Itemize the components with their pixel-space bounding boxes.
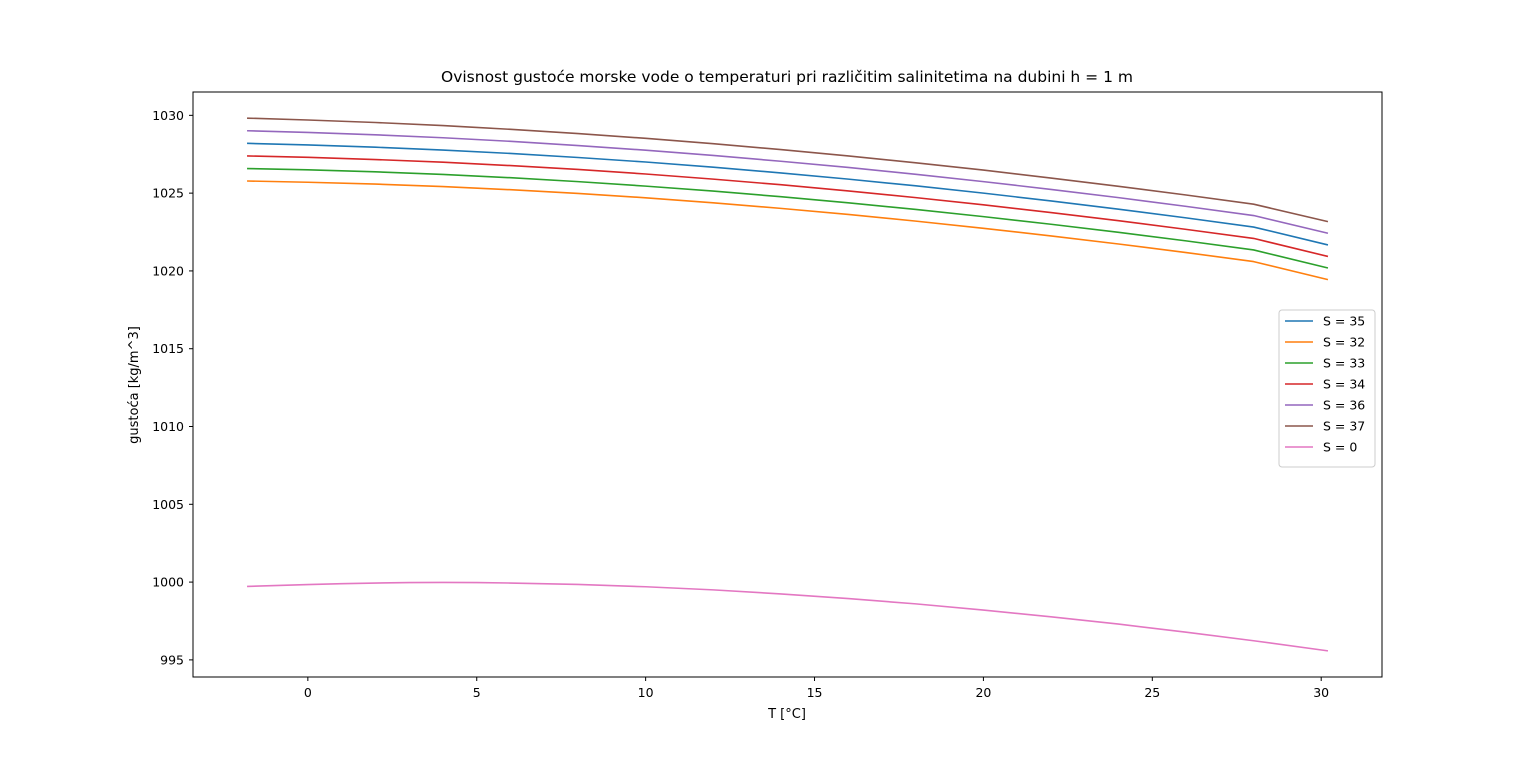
legend-entry: S = 33 <box>1323 356 1365 371</box>
series-lines <box>247 117 1329 652</box>
series-line <box>247 155 1329 258</box>
y-tick-label: 1010 <box>152 419 184 434</box>
y-axis-label: gustoća [kg/m^3] <box>127 326 142 444</box>
y-tick-label: 1005 <box>152 497 184 512</box>
x-tick-label: 30 <box>1313 685 1329 700</box>
legend: S = 35 S = 32 S = 33 S = 34 S = 36 S = 37 S = … <box>1278 309 1376 468</box>
chart-title: Ovisnost gustoće morske vode o temperatu… <box>441 68 1133 86</box>
x-axis: 0 5 10 15 20 25 30 <box>304 677 1329 700</box>
x-tick-label: 10 <box>638 685 654 700</box>
series-line <box>247 167 1329 269</box>
series-line <box>247 180 1329 281</box>
y-tick-label: 1000 <box>152 575 184 590</box>
x-tick-label: 15 <box>807 685 823 700</box>
y-tick-label: 1020 <box>152 263 184 278</box>
series-line <box>247 129 1329 235</box>
legend-box <box>1278 309 1376 468</box>
x-axis-label: T [°C] <box>767 707 806 722</box>
legend-entry: S = 35 <box>1323 314 1365 329</box>
legend-entry: S = 32 <box>1323 335 1365 350</box>
legend-entry: S = 36 <box>1323 398 1365 413</box>
y-axis: 995 1000 1005 1010 1015 1020 1025 1030 <box>152 108 193 667</box>
legend-entry: S = 37 <box>1323 419 1365 434</box>
y-tick-label: 995 <box>160 652 184 667</box>
y-tick-label: 1015 <box>152 341 184 356</box>
x-tick-label: 20 <box>975 685 991 700</box>
legend-entry: S = 34 <box>1323 377 1365 392</box>
plot-frame <box>192 91 1383 678</box>
series-line <box>247 117 1329 223</box>
series-line <box>247 581 1329 652</box>
y-tick-label: 1030 <box>152 108 184 123</box>
y-tick-label: 1025 <box>152 186 184 201</box>
legend-entry: S = 0 <box>1323 440 1357 455</box>
series-line <box>247 142 1329 246</box>
x-tick-label: 5 <box>473 685 481 700</box>
x-tick-label: 25 <box>1144 685 1160 700</box>
x-tick-label: 0 <box>304 685 312 700</box>
